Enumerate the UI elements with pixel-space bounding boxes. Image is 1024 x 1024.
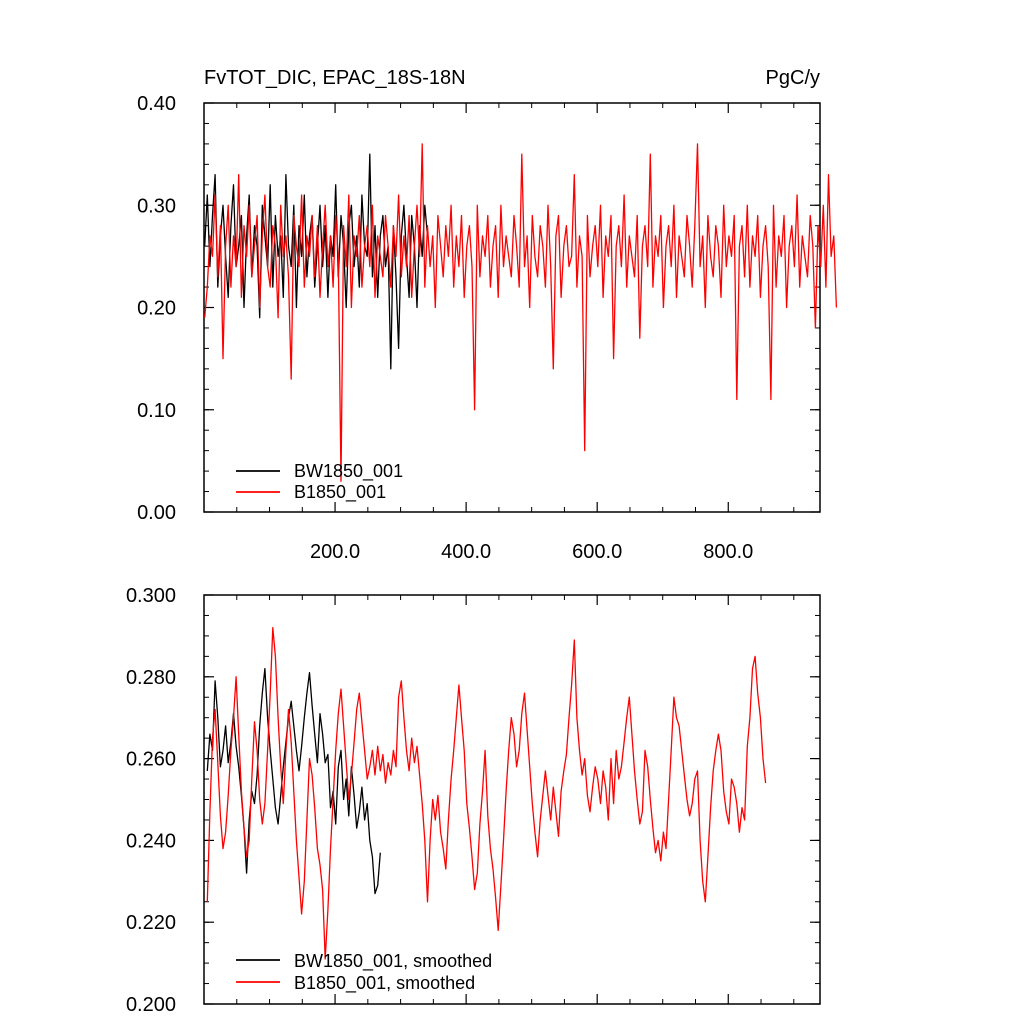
top-axes: 0.00 0.10 0.20 0.30 0.40 200.0 400.0 600.0 800.0 <box>137 93 820 563</box>
bottom-y-tick-label: 0.280 <box>126 667 176 689</box>
bottom-series-line-b1850 <box>206 627 767 960</box>
bottom-y-tick-label: 0.240 <box>126 830 176 852</box>
top-panel: FvTOT_DIC, EPAC_18S-18N PgC/y 0.000.100.… <box>137 67 838 563</box>
bottom-panel: 0.200 0.220 0.240 0.260 0.280 0.300 BW1850_00… <box>126 585 821 1016</box>
bottom-y-tick-label: 0.300 <box>126 585 176 607</box>
bottom-series-line-bw1850 <box>206 667 381 895</box>
top-legend-label-bw1850: BW1850_001 <box>294 461 403 482</box>
top-y-tick-label: 0.20 <box>137 298 176 320</box>
bottom-y-tick-label: 0.200 <box>126 994 176 1016</box>
top-x-tick-label: 600.0 <box>572 541 622 563</box>
top-legend-label-b1850: B1850_001 <box>294 482 386 503</box>
bottom-y-tick-label: 0.260 <box>126 749 176 771</box>
top-series-line-bw1850 <box>204 153 429 370</box>
top-y-tick-label: 0.10 <box>137 400 176 422</box>
bottom-legend-label-b1850: B1850_001, smoothed <box>294 973 475 994</box>
top-y-tick-label: 0.40 <box>137 93 176 115</box>
top-series <box>204 143 838 482</box>
bottom-y-tick-label: 0.220 <box>126 912 176 934</box>
top-x-tick-label: 800.0 <box>703 541 753 563</box>
bottom-plot-frame <box>203 594 821 1005</box>
top-legend: BW1850_001 B1850_001 <box>236 461 403 503</box>
top-y-tick-label: 0.30 <box>137 195 176 217</box>
bottom-legend-label-bw1850: BW1850_001, smoothed <box>294 951 492 972</box>
bottom-series <box>206 627 767 960</box>
top-x-tick-label: 200.0 <box>310 541 360 563</box>
bottom-legend: BW1850_001, smoothed B1850_001, smoothed <box>236 951 492 994</box>
top-x-tick-label: 400.0 <box>441 541 491 563</box>
top-title-left: FvTOT_DIC, EPAC_18S-18N <box>204 67 466 89</box>
top-y-tick-label: 0.00 <box>137 502 176 524</box>
top-title-right: PgC/y <box>766 67 820 89</box>
top-series-line-b1850 <box>204 143 838 482</box>
